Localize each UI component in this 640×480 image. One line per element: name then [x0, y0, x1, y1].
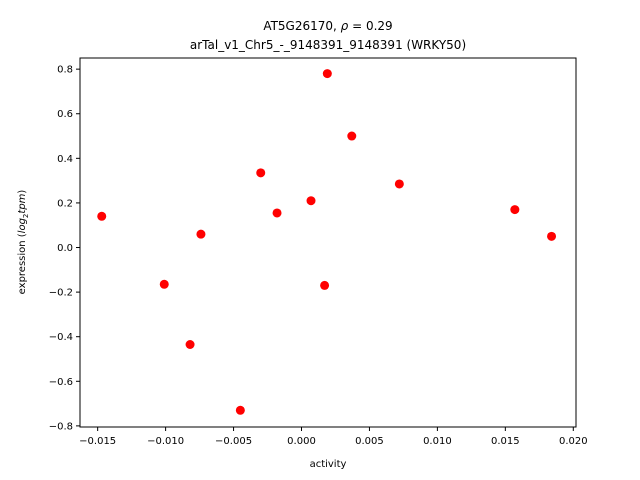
data-point [547, 231, 557, 241]
y-tick-label: 0.0 [57, 243, 73, 254]
data-point [97, 211, 107, 221]
data-point [510, 205, 520, 215]
y-tick-label: −0.2 [49, 288, 73, 299]
x-tick-label: −0.005 [215, 436, 252, 447]
y-tick-label: 0.6 [57, 109, 73, 120]
data-point [256, 168, 266, 178]
chart-title-line1: AT5G26170, ρ = 0.29 [263, 19, 392, 33]
x-tick-label: −0.010 [147, 436, 184, 447]
data-point [235, 405, 245, 415]
x-tick-label: 0.020 [559, 436, 588, 447]
x-axis-ticks: −0.015 −0.010 −0.005 0.000 0.005 0.010 0.015 0.… [79, 427, 588, 447]
data-point [394, 179, 404, 189]
y-axis-label: expression (log2tpm) [17, 190, 30, 295]
x-tick-label: 0.000 [287, 436, 316, 447]
y-tick-label: −0.8 [49, 421, 73, 432]
data-points [97, 69, 557, 415]
y-tick-label: 0.2 [57, 198, 73, 209]
chart-title-line2: arTal_v1_Chr5_-_9148391_9148391 (WRKY50) [190, 38, 466, 52]
data-point [185, 340, 195, 350]
data-point [320, 280, 330, 290]
data-point [196, 229, 206, 239]
data-point [322, 69, 332, 79]
plot-area [79, 57, 577, 428]
x-tick-label: 0.015 [491, 436, 520, 447]
y-tick-label: 0.4 [57, 154, 73, 165]
data-point [306, 196, 316, 206]
x-tick-label: 0.010 [423, 436, 452, 447]
data-point [159, 279, 169, 289]
data-point [347, 131, 357, 141]
x-tick-label: −0.015 [79, 436, 116, 447]
x-axis-label: activity [310, 459, 347, 470]
plot-frame [79, 57, 577, 428]
y-tick-label: −0.4 [49, 332, 73, 343]
y-tick-label: −0.6 [49, 377, 73, 388]
y-tick-label: 0.8 [57, 65, 73, 76]
y-axis-ticks: −0.8 −0.6 −0.4 −0.2 0.0 0.2 0.4 0.6 0.8 [49, 65, 80, 432]
data-point [272, 208, 282, 218]
x-tick-label: 0.005 [355, 436, 384, 447]
